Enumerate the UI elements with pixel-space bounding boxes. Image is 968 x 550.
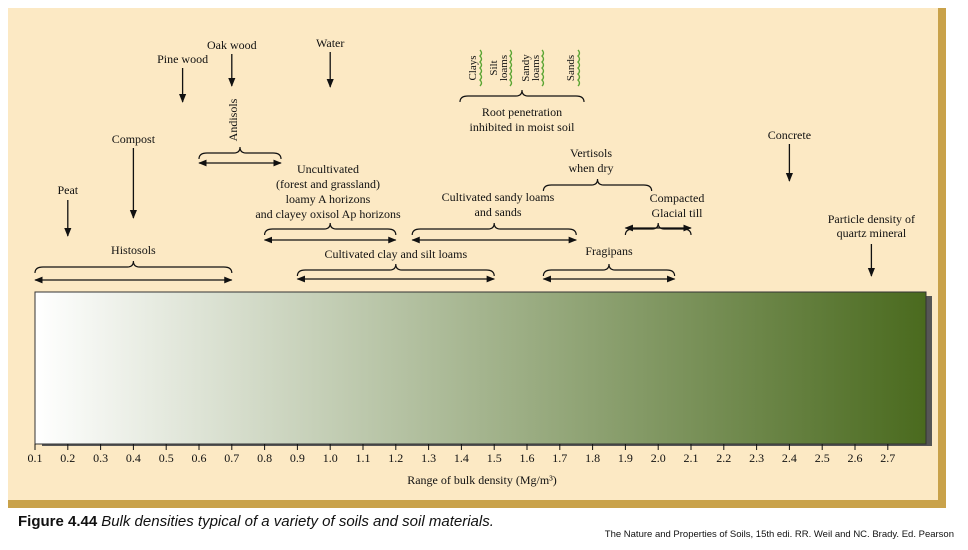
root-soil-label: Clays bbox=[467, 55, 479, 80]
range-label-uncultivated-forest-and-grassland-loamy-: (forest and grassland) bbox=[276, 177, 380, 191]
axis-ticks: 0.1 0.2 0.3 0.4 0.5 0.6 0.7 0.8 0.9 1.0 1.1 1.2 1.3 1… bbox=[28, 444, 895, 465]
range-label-compacted-glacial-till: Glacial till bbox=[652, 206, 704, 220]
density-bar bbox=[34, 291, 927, 445]
axis-tick-label: 2.4 bbox=[782, 451, 797, 465]
axis-tick-label: 1.2 bbox=[388, 451, 403, 465]
root-wave-icon bbox=[479, 49, 483, 87]
range-label-compacted-glacial-till: Compacted bbox=[650, 191, 705, 205]
point-label-particle-density-of-quartz-mineral: Particle density of bbox=[828, 212, 915, 226]
axis-tick-label: 0.2 bbox=[60, 451, 75, 465]
range-label-uncultivated-forest-and-grassland-loamy-: loamy A horizons bbox=[286, 192, 371, 206]
point-label-concrete: Concrete bbox=[768, 128, 811, 142]
range-brace-cultivated-clay-and-silt-loams bbox=[296, 263, 495, 277]
figure-caption-text: Bulk densities typical of a variety of s… bbox=[101, 513, 494, 530]
axis-tick-label: 2.7 bbox=[880, 451, 895, 465]
range-brace-fragipans bbox=[542, 263, 676, 277]
range-label-uncultivated-forest-and-grassland-loamy-: and clayey oxisol Ap horizons bbox=[255, 207, 401, 221]
range-label-cultivated-clay-and-silt-loams: Cultivated clay and silt loams bbox=[324, 247, 467, 261]
root-penetration-brace bbox=[459, 89, 585, 103]
range-label-histosols: Histosols bbox=[111, 243, 156, 257]
axis-tick-label: 1.5 bbox=[487, 451, 502, 465]
range-label-fragipans: Fragipans bbox=[585, 244, 633, 258]
point-label-pine-wood: Pine wood bbox=[157, 52, 208, 66]
root-soil-label: Sandy bbox=[520, 54, 532, 82]
axis-tick-label: 1.4 bbox=[454, 451, 469, 465]
axis-tick-label: 0.4 bbox=[126, 451, 141, 465]
root-soil-label: Silt bbox=[488, 60, 500, 75]
range-brace-uncultivated-forest-and-grassland-loamy- bbox=[264, 222, 397, 236]
axis-tick-label: 1.8 bbox=[585, 451, 600, 465]
point-label-water: Water bbox=[316, 36, 344, 50]
root-soil-label: Sands bbox=[565, 55, 577, 81]
root-soil-label: loams bbox=[530, 55, 542, 81]
axis-tick-label: 1.0 bbox=[323, 451, 338, 465]
axis-tick-label: 2.0 bbox=[651, 451, 666, 465]
axis-tick-label: 0.8 bbox=[257, 451, 272, 465]
root-wave-icon bbox=[541, 49, 545, 87]
root-wave-icon bbox=[577, 49, 581, 87]
point-label-particle-density-of-quartz-mineral: quartz mineral bbox=[837, 226, 907, 240]
axis-tick-label: 2.1 bbox=[684, 451, 699, 465]
range-label-cultivated-sandy-loams-and-sands: and sands bbox=[475, 205, 522, 219]
point-label-compost: Compost bbox=[112, 132, 156, 146]
axis-tick-label: 0.7 bbox=[224, 451, 239, 465]
root-soil-label: loams bbox=[498, 55, 510, 81]
root-penetration-note: Root penetration bbox=[482, 105, 562, 119]
range-brace-compacted-glacial-till bbox=[624, 222, 692, 236]
axis-tick-label: 2.5 bbox=[815, 451, 830, 465]
range-brace-histosols bbox=[34, 260, 233, 274]
axis-tick-label: 0.1 bbox=[28, 451, 43, 465]
range-label-uncultivated-forest-and-grassland-loamy-: Uncultivated bbox=[297, 162, 359, 176]
axis-tick-label: 0.9 bbox=[290, 451, 305, 465]
root-wave-icon bbox=[509, 49, 513, 87]
range-label-vertisols-when-dry: Vertisols bbox=[570, 146, 612, 160]
axis-tick-label: 2.2 bbox=[716, 451, 731, 465]
axis-tick-label: 2.6 bbox=[848, 451, 863, 465]
range-label-andisols: Andisols bbox=[226, 98, 240, 141]
axis-tick-label: 0.6 bbox=[192, 451, 207, 465]
axis-tick-label: 1.6 bbox=[520, 451, 535, 465]
point-label-peat: Peat bbox=[57, 183, 78, 197]
root-penetration-note: inhibited in moist soil bbox=[469, 120, 575, 134]
axis-tick-label: 1.1 bbox=[356, 451, 371, 465]
source-credit: The Nature and Properties of Soils, 15th… bbox=[604, 529, 954, 540]
figure-label: Figure 4.44 bbox=[18, 513, 98, 530]
figure-caption: Figure 4.44 Bulk densities typical of a v… bbox=[18, 513, 494, 530]
axis-tick-label: 1.9 bbox=[618, 451, 633, 465]
range-label-cultivated-sandy-loams-and-sands: Cultivated sandy loams bbox=[442, 190, 555, 204]
axis-label: Range of bulk density (Mg/m³) bbox=[407, 473, 557, 487]
axis-tick-label: 1.3 bbox=[421, 451, 436, 465]
range-label-vertisols-when-dry: when dry bbox=[569, 161, 614, 175]
range-brace-vertisols-when-dry bbox=[542, 178, 653, 192]
point-label-oak-wood: Oak wood bbox=[207, 38, 257, 52]
range-brace-cultivated-sandy-loams-and-sands bbox=[411, 222, 577, 236]
axis-tick-label: 0.5 bbox=[159, 451, 174, 465]
axis-tick-label: 1.7 bbox=[552, 451, 567, 465]
axis-tick-label: 2.3 bbox=[749, 451, 764, 465]
axis-tick-label: 0.3 bbox=[93, 451, 108, 465]
range-brace-andisols bbox=[198, 146, 282, 160]
range-annotations: Histosols Andisols Uncultivated(forest and… bbox=[34, 98, 705, 284]
